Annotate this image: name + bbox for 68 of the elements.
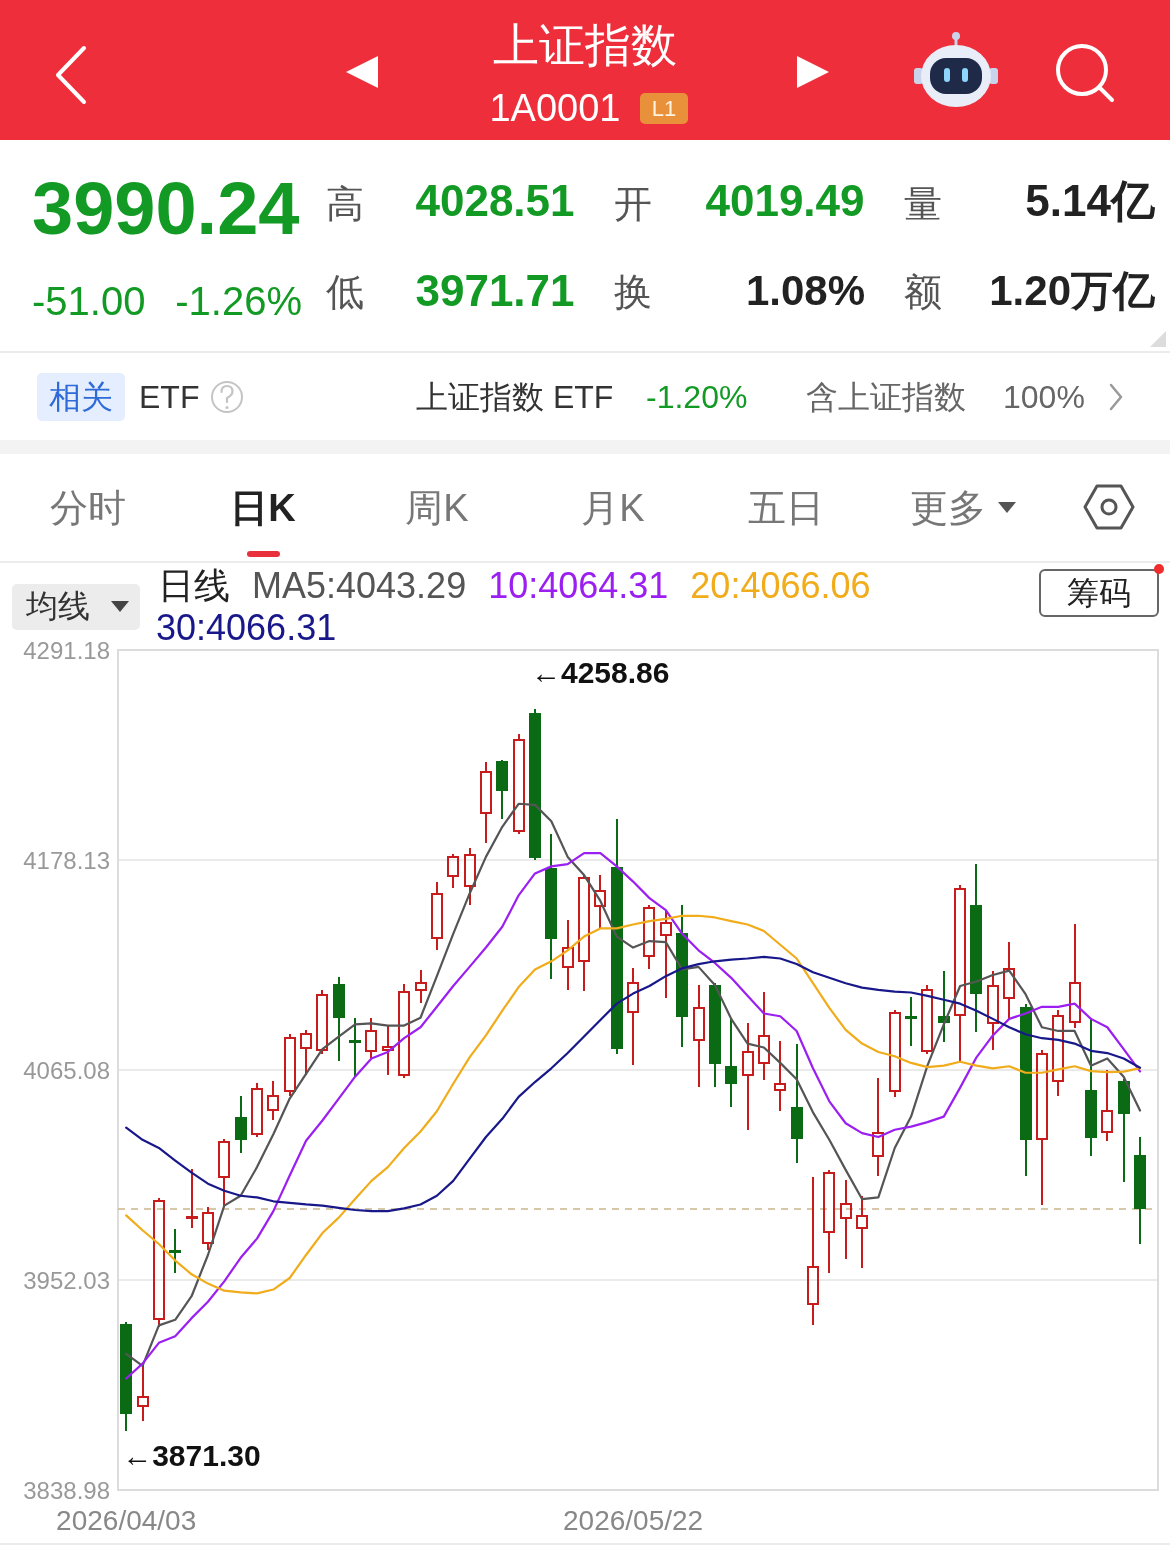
candlestick <box>333 977 345 1061</box>
text: -51.00 <box>32 279 146 323</box>
chart-subtitle: 1A0001 <box>489 87 621 129</box>
text: 相关 <box>49 379 113 415</box>
y-tick-label: 4065.08 <box>23 1056 110 1084</box>
candlestick <box>120 1322 132 1431</box>
annotation: ←3871.30 <box>122 1439 261 1473</box>
text: 1.20万亿 <box>989 266 1156 314</box>
text: 100% <box>1003 379 1085 415</box>
text: ETF <box>139 379 200 415</box>
candlestick <box>545 834 557 979</box>
text: 上证指数 ETF <box>416 379 614 415</box>
text: L1 <box>651 95 677 121</box>
text: 周K <box>405 487 469 529</box>
y-tick-label: 4178.13 <box>23 846 110 874</box>
text: 10:4064.31 <box>488 564 669 606</box>
text: 4019.49 <box>705 175 865 225</box>
candlestick <box>725 1018 737 1107</box>
text: 3990.24 <box>32 166 300 250</box>
candlestick <box>611 819 623 1054</box>
candlestick <box>169 1229 181 1273</box>
text: 量 <box>904 183 942 225</box>
text: 额 <box>904 271 942 313</box>
candlestick <box>1085 1018 1097 1156</box>
candlestick <box>496 760 508 819</box>
text: 换 <box>614 271 652 313</box>
text: 开 <box>614 183 652 225</box>
text: 筹码 <box>1067 575 1131 611</box>
text: 月K <box>581 487 645 529</box>
text: 3971.71 <box>415 265 575 315</box>
legend-title: 日线 <box>158 564 230 606</box>
line-series <box>125 914 1142 1295</box>
text: 高 <box>326 183 364 225</box>
annotation: ←4258.86 <box>530 655 670 689</box>
candlestick <box>235 1096 247 1153</box>
candlestick <box>186 1169 198 1228</box>
candlestick <box>709 983 721 1087</box>
y-tick-label: 3838.98 <box>23 1476 110 1504</box>
text: 20:4066.06 <box>690 564 871 606</box>
y-tick-label: 3952.03 <box>23 1266 110 1294</box>
text: 5.14亿 <box>1025 175 1156 225</box>
text: 五日 <box>748 487 824 529</box>
text: -1.20% <box>646 379 748 415</box>
text: 分时 <box>50 487 126 529</box>
text: 日K <box>230 487 297 529</box>
line-series <box>125 955 1142 1213</box>
x-tick-label: 2026/05/22 <box>563 1504 704 1536</box>
text: 4028.51 <box>415 175 575 225</box>
candlestick <box>905 997 917 1046</box>
text: 1.08% <box>745 266 865 314</box>
candlestick <box>970 864 982 1032</box>
candlestick <box>349 1018 361 1077</box>
candlestick <box>1134 1137 1146 1244</box>
text: -1.26% <box>175 279 302 323</box>
y-tick-label: 4291.18 <box>23 636 110 664</box>
text: 含上证指数 <box>806 379 966 415</box>
candlestick <box>1118 1079 1130 1182</box>
chart-title: 上证指数 <box>493 19 677 71</box>
text: MA5:4043.29 <box>252 564 467 606</box>
candlestick <box>676 905 688 1047</box>
candlestick <box>1020 1004 1032 1176</box>
candlestick <box>529 709 541 860</box>
x-tick-label: 2026/04/03 <box>56 1504 197 1536</box>
text: 30:4066.31 <box>156 606 337 648</box>
text: 低 <box>326 271 364 313</box>
text: 均线 <box>25 588 90 624</box>
text: 更多 <box>910 487 986 529</box>
candlestick <box>791 1044 803 1163</box>
